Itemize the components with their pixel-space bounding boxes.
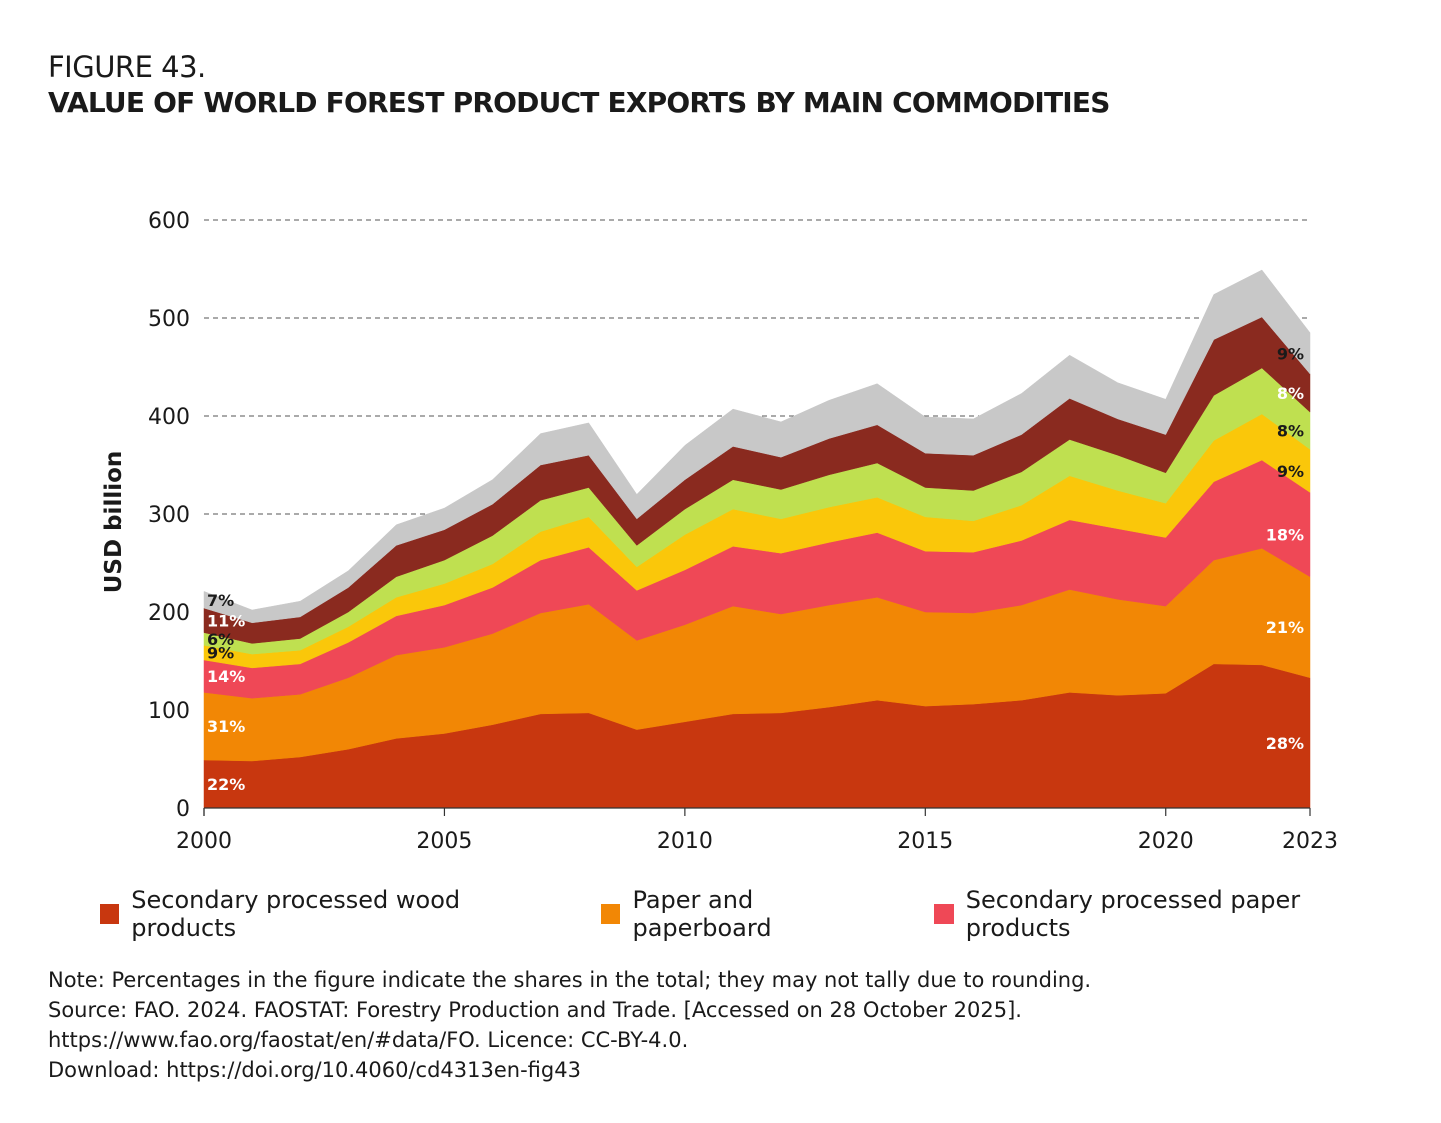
share-label-2023-series-6: 8% (1277, 384, 1304, 403)
share-label-2023-series-5: 8% (1277, 422, 1304, 441)
area-series-7 (203, 269, 1311, 624)
y-tick-label-400: 400 (148, 405, 190, 430)
share-label-2000-series-6: 11% (207, 611, 245, 630)
x-tick-label-2010: 2010 (657, 829, 713, 854)
download-link[interactable]: Download: https://doi.org/10.4060/cd4313… (48, 1058, 581, 1082)
figure-notes: Note: Percentages in the figure indicate… (48, 965, 1091, 1085)
y-tick-label-600: 600 (148, 209, 190, 234)
x-tick-label-2020: 2020 (1138, 829, 1194, 854)
share-label-2000-series-1: 22% (207, 775, 245, 794)
area-series-layer (203, 269, 1311, 809)
share-label-2023-series-1: 28% (1266, 734, 1304, 753)
share-label-2023-series-4: 9% (1277, 462, 1304, 481)
legend-item-paper-products: Secondary processed paper products (934, 886, 1397, 942)
share-label-2000-series-3: 14% (207, 667, 245, 686)
axes: 0 100 200 300 400 500 600 2000 2005 2010 2015 2020 2… (148, 209, 1338, 854)
share-label-2000-series-4: 9% (207, 644, 234, 663)
legend-label-paperboard: Paper and paperboard (632, 886, 772, 942)
legend: Secondary processed wood products Paper … (100, 886, 1441, 942)
y-tick-label-0: 0 (176, 797, 190, 822)
chart-title: VALUE OF WORLD FOREST PRODUCT EXPORTS BY… (48, 86, 1110, 119)
share-label-2000-series-2: 31% (207, 717, 245, 736)
legend-label-paper-products: Secondary processed paper products (965, 886, 1301, 942)
legend-swatch-paperboard (601, 904, 621, 924)
y-tick-label-200: 200 (148, 601, 190, 626)
share-label-2023-series-7: 9% (1277, 344, 1304, 363)
x-tick-label-2015: 2015 (897, 829, 953, 854)
legend-swatch-wood (100, 904, 120, 924)
stacked-area-chart: 0 100 200 300 400 500 600 2000 2005 2010 2015 2020 2… (101, 209, 1338, 854)
share-label-2000-series-7: 7% (207, 591, 234, 610)
y-tick-label-500: 500 (148, 307, 190, 332)
share-label-2023-series-2: 21% (1266, 618, 1304, 637)
share-labels: 22%28%31%21%14%18%9%9%6%8%11%8%7%9% (207, 344, 1304, 794)
x-tick-label-2000: 2000 (176, 829, 232, 854)
y-axis-label: USD billion (101, 451, 127, 594)
x-tick-label-2023: 2023 (1282, 829, 1338, 854)
legend-label-wood: Secondary processed wood products (131, 886, 461, 942)
note-text: Note: Percentages in the figure indicate… (48, 968, 1092, 992)
share-label-2000-series-5: 6% (207, 630, 234, 649)
legend-item-paperboard: Paper and paperboard (601, 886, 890, 942)
x-tick-label-2005: 2005 (416, 829, 472, 854)
y-tick-label-100: 100 (148, 699, 190, 724)
legend-item-wood: Secondary processed wood products (100, 886, 557, 942)
figure-number: FIGURE 43. (48, 50, 206, 84)
y-tick-label-300: 300 (148, 503, 190, 528)
source-text: Source: FAO. 2024. FAOSTAT: Forestry Pro… (48, 998, 1022, 1022)
licence-link[interactable]: https://www.fao.org/faostat/en/#data/FO.… (48, 1028, 689, 1052)
share-label-2023-series-3: 18% (1266, 526, 1304, 545)
legend-swatch-paper-products (934, 904, 954, 924)
